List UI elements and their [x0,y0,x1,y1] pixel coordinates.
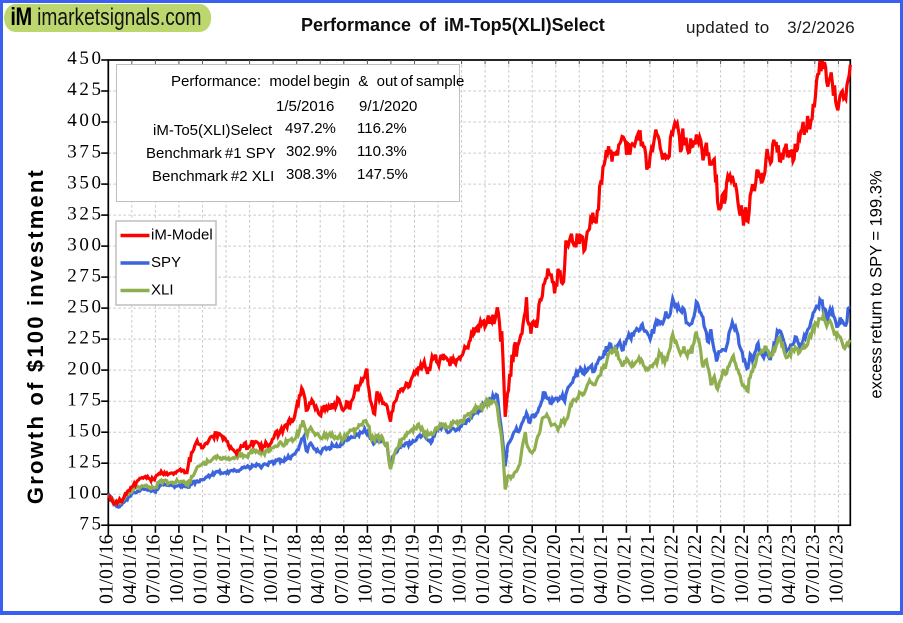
svg-text:07/01/17: 07/01/17 [238,534,259,604]
svg-text:XLI: XLI [151,282,174,299]
svg-text:175: 175 [67,389,103,410]
svg-text:100: 100 [67,482,103,503]
svg-text:04/01/17: 04/01/17 [214,534,235,604]
svg-text:01/01/23: 01/01/23 [756,535,777,604]
svg-text:400: 400 [67,110,103,131]
svg-text:04/01/19: 04/01/19 [403,535,424,604]
svg-text:10/01/16: 10/01/16 [167,534,188,604]
svg-text:07/01/19: 07/01/19 [426,535,447,604]
svg-text:04/01/22: 04/01/22 [685,535,706,604]
svg-text:07/01/23: 07/01/23 [803,535,824,604]
svg-text:375: 375 [67,141,103,162]
svg-text:01/01/22: 01/01/22 [662,535,683,604]
svg-text:07/01/18: 07/01/18 [332,535,353,604]
svg-text:10/01/20: 10/01/20 [544,535,565,604]
svg-text:10/01/17: 10/01/17 [261,534,282,604]
svg-text:10/01/21: 10/01/21 [638,535,659,604]
svg-text:07/01/16: 07/01/16 [143,534,164,604]
svg-text:250: 250 [67,296,103,317]
svg-text:04/01/23: 04/01/23 [779,535,800,604]
svg-text:04/01/18: 04/01/18 [308,535,329,604]
svg-text:450: 450 [67,48,103,69]
svg-text:10/01/18: 10/01/18 [355,535,376,604]
svg-text:01/01/17: 01/01/17 [191,534,212,604]
svg-text:01/01/20: 01/01/20 [473,535,494,604]
svg-text:SPY: SPY [151,254,181,271]
svg-text:01/01/19: 01/01/19 [379,535,400,604]
svg-text:07/01/20: 07/01/20 [520,535,541,604]
svg-text:01/01/21: 01/01/21 [567,535,588,604]
svg-text:01/01/16: 01/01/16 [96,534,117,604]
svg-text:325: 325 [67,203,103,224]
svg-text:04/01/21: 04/01/21 [591,535,612,604]
svg-text:04/01/16: 04/01/16 [120,534,141,604]
svg-text:350: 350 [67,172,103,193]
svg-text:200: 200 [67,358,103,379]
svg-text:04/01/20: 04/01/20 [497,535,518,604]
svg-text:07/01/21: 07/01/21 [614,535,635,604]
svg-text:iM-Model: iM-Model [151,227,213,244]
svg-text:10/01/19: 10/01/19 [450,535,471,604]
svg-text:425: 425 [67,79,103,100]
svg-text:01/01/18: 01/01/18 [285,535,306,604]
svg-text:300: 300 [67,234,103,255]
svg-text:07/01/22: 07/01/22 [709,535,730,604]
svg-text:275: 275 [67,265,103,286]
svg-text:75: 75 [79,513,103,534]
svg-text:125: 125 [67,451,103,472]
svg-text:10/01/22: 10/01/22 [732,535,753,604]
svg-text:225: 225 [67,327,103,348]
svg-text:10/01/23: 10/01/23 [826,535,847,604]
svg-text:150: 150 [67,420,103,441]
